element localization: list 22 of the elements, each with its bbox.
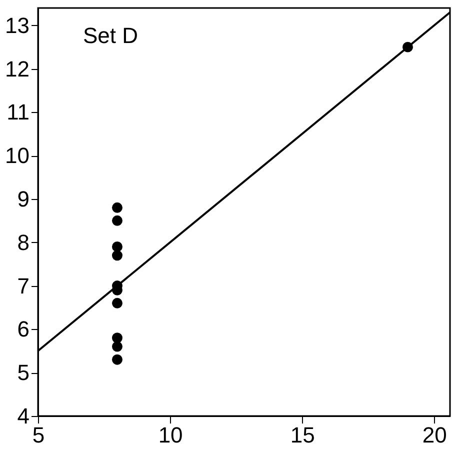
x-tick-label: 20 xyxy=(422,422,447,448)
point xyxy=(112,298,122,308)
point xyxy=(112,341,122,352)
y-tick-label: 11 xyxy=(6,100,30,125)
x-tick-label: 15 xyxy=(290,422,315,448)
point xyxy=(112,354,122,365)
x-tick-label: 10 xyxy=(158,422,183,448)
y-tick-label: 8 xyxy=(17,230,30,255)
y-tick-label: 12 xyxy=(5,56,30,82)
y-tick-label: 9 xyxy=(17,186,30,212)
point xyxy=(112,250,122,261)
point xyxy=(112,332,122,344)
y-tick-label: 13 xyxy=(5,12,30,38)
y-tick-label: 6 xyxy=(17,316,30,342)
point xyxy=(112,241,122,252)
point xyxy=(112,215,122,226)
y-tick-label: 10 xyxy=(5,143,30,168)
point xyxy=(112,202,122,213)
y-tick-label: 7 xyxy=(17,273,30,298)
text: Set D xyxy=(83,23,138,48)
y-tick-label: 5 xyxy=(17,360,30,386)
y-tick-label: 4 xyxy=(17,404,30,428)
